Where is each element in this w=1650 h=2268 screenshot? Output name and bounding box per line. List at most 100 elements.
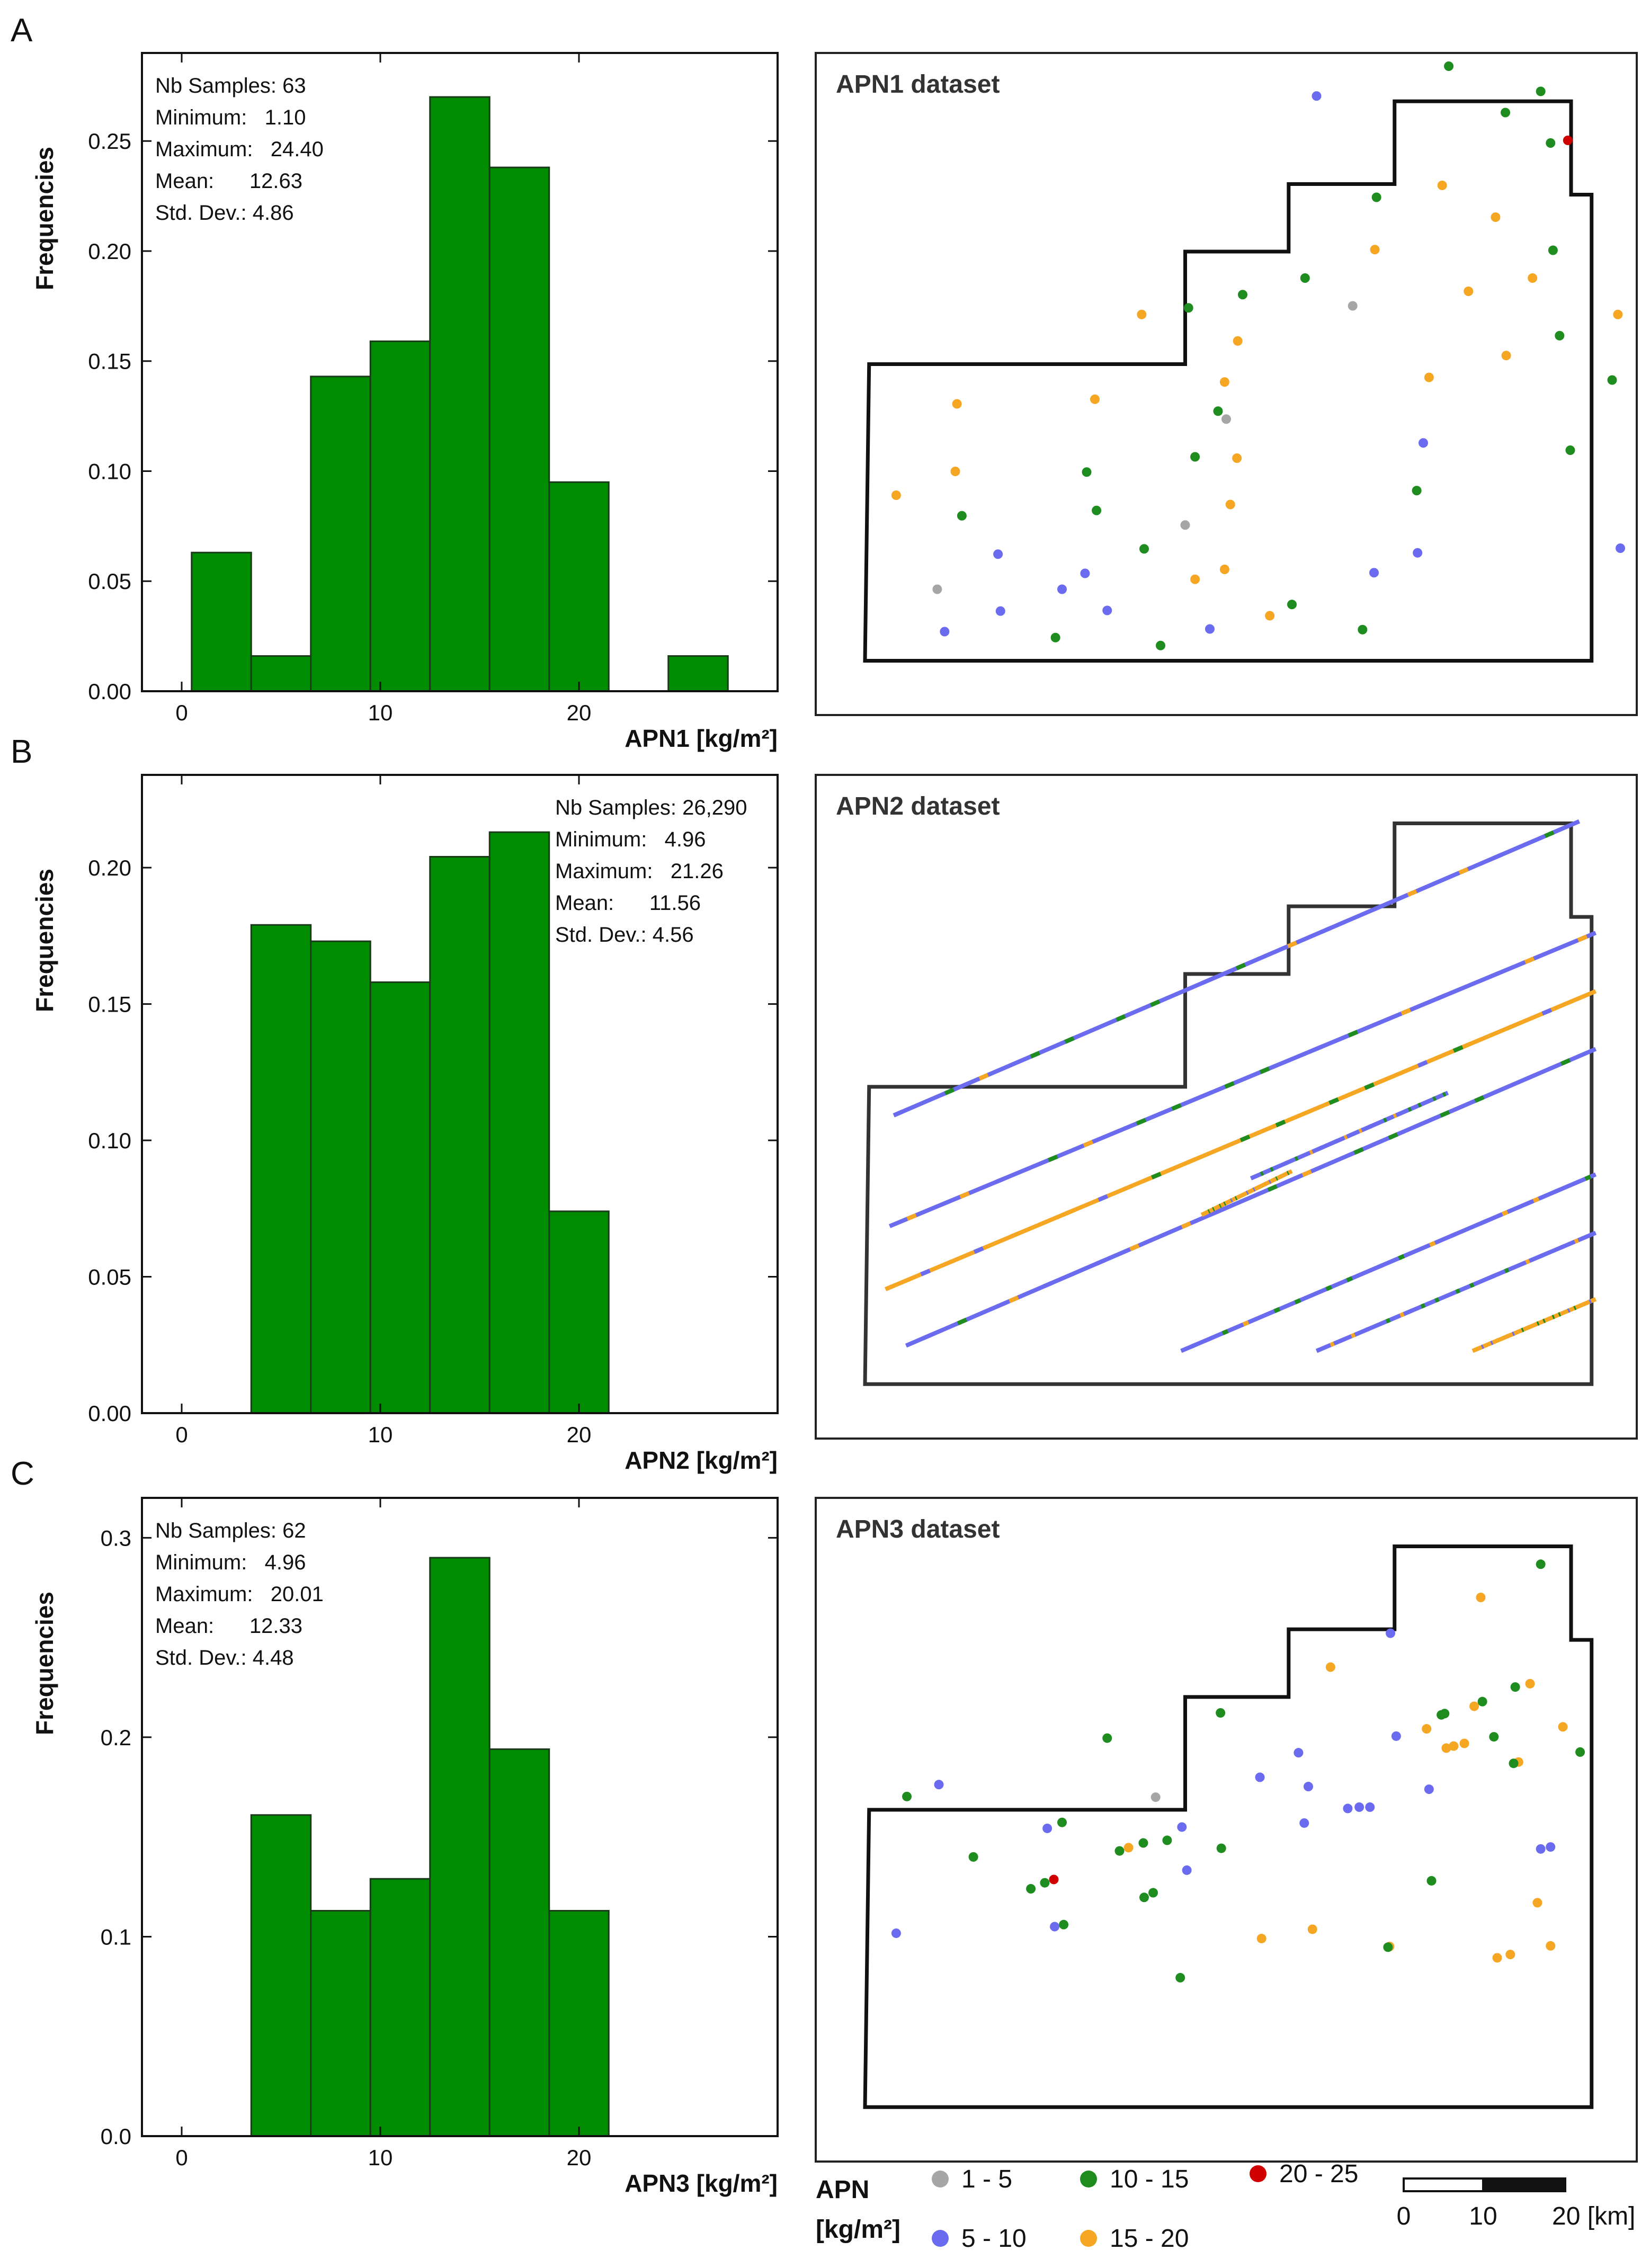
flight-track-segment [1321, 926, 1332, 934]
sample-point [1437, 181, 1447, 190]
flight-track-segment [1436, 993, 1447, 1001]
flight-track-segment [1417, 1102, 1422, 1108]
legend-label: 5 - 10 [961, 2225, 1027, 2253]
flight-track-segment [885, 1283, 896, 1291]
flight-track-segment [1432, 1096, 1437, 1101]
sample-point [1413, 548, 1423, 558]
flight-track-segment [1273, 1307, 1281, 1314]
sample-point [993, 549, 1003, 559]
sample-point [1190, 574, 1200, 584]
flight-track-segment [1315, 1347, 1321, 1353]
legend-title-units: [kg/m²] [816, 2216, 900, 2244]
flight-track-segment [1187, 1157, 1197, 1165]
flight-track-segment [1239, 1135, 1251, 1142]
flight-track-segment [1567, 1308, 1571, 1313]
legend-label: 15 - 20 [1110, 2225, 1189, 2253]
x-tick-label: 20 [567, 1422, 592, 1447]
panel-letter-a: A [11, 12, 33, 49]
histogram-bar [369, 340, 431, 692]
flight-track-segment [1309, 1149, 1314, 1155]
sample-point [1148, 1888, 1158, 1898]
sample-point [1183, 303, 1193, 313]
y-tick-label: 0.20 [88, 239, 131, 264]
flight-track-segment [1346, 1276, 1353, 1282]
flight-track-segment [1539, 1253, 1545, 1258]
flight-track-segment [1525, 1258, 1530, 1265]
flight-track-segment [1043, 1280, 1054, 1289]
sample-point [1424, 1784, 1434, 1794]
flight-track-segment [1328, 1097, 1340, 1105]
sample-point [1177, 1822, 1187, 1832]
histogram-apn3: 0.0 0.1 0.2 0.3 0 10 20 Frequencies APN3 [kg/m²]… [31, 1497, 779, 2197]
flight-track-segment [1009, 1231, 1020, 1239]
sample-point [1102, 1733, 1112, 1743]
x-tick-label: 0 [175, 1422, 188, 1447]
sample-point [1532, 1898, 1542, 1908]
stats-line: Mean: 11.56 [555, 891, 701, 915]
x-tick-label: 20 [567, 700, 592, 725]
sample-point [891, 490, 901, 500]
flight-track-segment [1532, 1196, 1540, 1203]
flight-track-segment [1372, 904, 1383, 912]
sample-point [1616, 543, 1625, 553]
stats-line: Maximum: 20.01 [155, 1583, 324, 1606]
scale-bar-black-segment [1482, 2177, 1566, 2192]
sample-point [952, 399, 962, 409]
sample-point [995, 606, 1005, 616]
flight-track-segment [1064, 1036, 1075, 1044]
sample-point [1365, 1802, 1375, 1812]
y-tick-label: 0.20 [88, 855, 131, 880]
sample-point [1449, 1741, 1459, 1751]
sample-point [1477, 1696, 1487, 1707]
sample-point [1348, 301, 1358, 311]
flight-track-segment [1083, 1140, 1094, 1148]
flight-track-segment [1385, 1318, 1391, 1324]
histogram-bar [488, 831, 550, 1414]
flight-track-segment [1398, 1254, 1405, 1261]
flight-track-segment [1215, 1206, 1226, 1215]
sample-point [1528, 273, 1538, 283]
legend-swatch [1080, 2171, 1097, 2187]
sample-point [1307, 1924, 1317, 1934]
flight-track-segment [1480, 1344, 1484, 1349]
sample-point [1505, 1950, 1515, 1960]
map-apn2: APN2 dataset [815, 774, 1638, 1440]
sample-point [1080, 568, 1090, 578]
sample-point [1536, 86, 1546, 96]
flight-track-segment [1287, 941, 1298, 949]
flight-track-segment [1393, 1113, 1397, 1119]
stats-line: Std. Dev.: 4.56 [555, 923, 694, 947]
flight-track [1250, 1091, 1449, 1181]
sample-point [1563, 136, 1573, 145]
y-tick-label: 0.00 [88, 1401, 131, 1426]
scale-bar-tick-20: 20 [km] [1552, 2202, 1635, 2230]
y-tick-label: 0.10 [88, 459, 131, 484]
sample-point [1090, 394, 1100, 404]
flight-track-segment [1190, 1342, 1198, 1349]
sample-point [1536, 1844, 1546, 1854]
sample-point [932, 584, 942, 594]
flight-track-segment [1353, 1147, 1364, 1155]
flight-track-segment [1420, 1303, 1426, 1309]
flight-track-segment [1364, 1082, 1375, 1091]
legend-label: 10 - 15 [1110, 2165, 1189, 2193]
flight-track-segment [1252, 1187, 1256, 1192]
flight-track-segment [1574, 1238, 1580, 1244]
flight-track-segment [1267, 1184, 1278, 1192]
sample-point [1464, 287, 1474, 296]
sample-point [1370, 245, 1380, 255]
plot-frame [141, 774, 779, 1414]
flight-track [1180, 1172, 1597, 1353]
stats-line: Std. Dev.: 4.86 [155, 201, 294, 225]
sample-point [1180, 520, 1190, 530]
y-tick-label: 0.15 [88, 992, 131, 1017]
flight-track-segment [1560, 1058, 1571, 1066]
study-area-outline [863, 1544, 1594, 2109]
scale-bar-white-segment [1403, 2177, 1484, 2192]
sample-point [1219, 565, 1229, 574]
y-axis-label: Frequencies [31, 869, 58, 1012]
histogram-bar [191, 551, 252, 692]
sample-point [940, 627, 950, 637]
flight-track-segment [1496, 1338, 1500, 1343]
sample-point [1150, 1792, 1161, 1802]
